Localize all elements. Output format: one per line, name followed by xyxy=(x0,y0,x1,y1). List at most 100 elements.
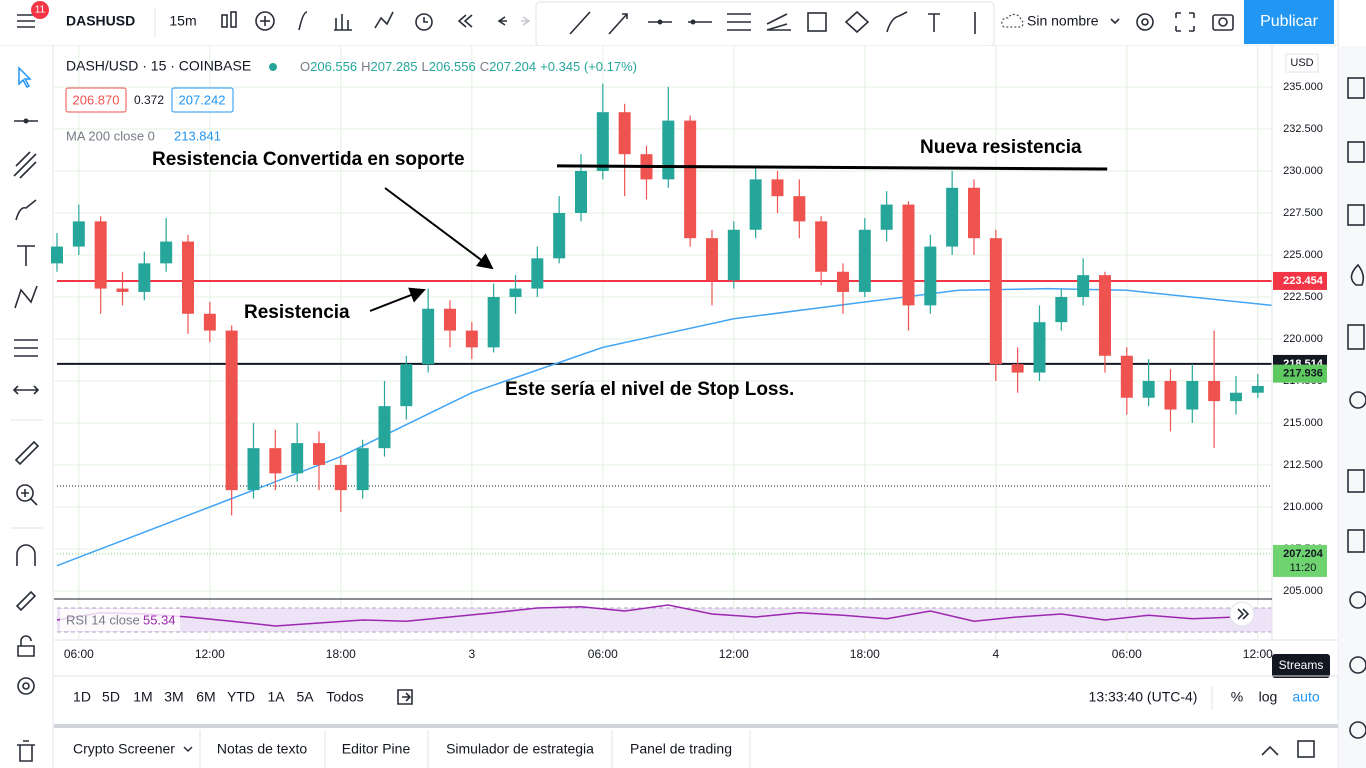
candle-body xyxy=(902,204,915,306)
footer-tab[interactable]: Crypto Screener xyxy=(73,741,175,757)
collapse-panel[interactable] xyxy=(1261,745,1279,756)
settings-fullscreen-snapshot[interactable] xyxy=(1136,12,1234,32)
y-tick-label: 230.000 xyxy=(1283,165,1323,177)
range-button[interactable]: 1M xyxy=(133,689,152,705)
candle-body xyxy=(443,308,456,331)
range-button[interactable]: 6M xyxy=(196,689,215,705)
ohlc-label: O xyxy=(300,59,310,74)
bid[interactable]: 206.870 xyxy=(73,92,120,107)
ohlc-label: H xyxy=(361,59,370,74)
range-button[interactable]: Todos xyxy=(326,689,363,705)
price-label: 217.936 xyxy=(1283,368,1323,380)
candle-body xyxy=(1033,322,1046,373)
y-tick-label: 225.000 xyxy=(1283,249,1323,261)
notification-badge xyxy=(31,1,49,19)
x-tick-label: 3 xyxy=(468,647,475,661)
candle-body xyxy=(924,246,937,306)
candle-body xyxy=(749,179,762,230)
scale-button[interactable]: log xyxy=(1259,689,1278,705)
y-tick-label: 220.000 xyxy=(1283,333,1323,345)
maximize-panel[interactable] xyxy=(1297,740,1315,758)
candle-body xyxy=(291,443,304,474)
range-button[interactable]: YTD xyxy=(227,689,255,705)
symbol[interactable]: DASHUSD xyxy=(66,13,135,29)
annotation-arrow xyxy=(369,287,426,312)
candle-body xyxy=(116,288,129,292)
publish-label[interactable]: Publicar xyxy=(1260,13,1318,30)
y-tick-label: 227.500 xyxy=(1283,207,1323,219)
tab-dropdown[interactable] xyxy=(183,746,193,753)
bid-box[interactable] xyxy=(65,87,127,113)
ohlc-label: C xyxy=(480,59,489,74)
rsi-line xyxy=(56,604,1237,627)
right-sidebar-icons[interactable] xyxy=(1347,77,1366,739)
ask-box[interactable] xyxy=(171,87,234,113)
goto-date[interactable] xyxy=(397,689,413,705)
ohlc-label: L xyxy=(422,59,429,74)
footer-tab[interactable]: Notas de texto xyxy=(217,741,307,757)
y-tick-label: 212.500 xyxy=(1283,459,1323,471)
price-label-box xyxy=(1273,364,1327,383)
publish-button[interactable] xyxy=(1244,0,1334,44)
footer-tab[interactable]: Simulador de estrategia xyxy=(446,741,594,757)
drawing-tools[interactable] xyxy=(569,10,976,35)
ohlc-value: 206.556 xyxy=(429,59,476,74)
annotation-arrow xyxy=(384,187,494,270)
candle-body xyxy=(1186,380,1199,410)
y-tick-label: 210.000 xyxy=(1283,501,1323,513)
price-label: 223.454 xyxy=(1283,275,1324,287)
candle-body xyxy=(225,330,238,491)
interval[interactable]: 15m xyxy=(169,13,196,29)
scale-button[interactable]: % xyxy=(1231,689,1243,705)
range-button[interactable]: 1D xyxy=(73,689,91,705)
left-tools[interactable] xyxy=(10,66,43,762)
candle-body xyxy=(422,308,435,365)
scale-button[interactable]: auto xyxy=(1292,689,1319,705)
y-tick-label: 232.500 xyxy=(1283,123,1323,135)
candle-body xyxy=(989,238,1002,365)
candle-body xyxy=(247,448,260,491)
ohlc-value: 206.556 xyxy=(310,59,357,74)
candle-body xyxy=(334,464,347,491)
candle-body xyxy=(487,296,500,348)
price-label-box xyxy=(1273,544,1327,577)
ohlc-change: +0.345 (+0.17%) xyxy=(540,59,637,74)
footer-tab[interactable]: Panel de trading xyxy=(630,741,732,757)
candle-body xyxy=(662,120,675,180)
ma-legend: MA 200 close 0 xyxy=(66,128,155,143)
candle-body xyxy=(1120,355,1133,398)
tooltip: Streams xyxy=(1279,658,1324,672)
x-tick-label: 12:00 xyxy=(1243,647,1273,661)
menu-button[interactable] xyxy=(17,14,35,28)
candle-body xyxy=(574,170,587,213)
toolbar-icons[interactable] xyxy=(221,11,531,31)
candle-body xyxy=(1098,275,1111,356)
x-tick-label: 06:00 xyxy=(64,647,94,661)
candle-body xyxy=(684,120,697,239)
candle-body xyxy=(138,263,151,292)
candle-body xyxy=(465,330,478,348)
layout-name[interactable]: Sin nombre xyxy=(1027,13,1099,29)
candle-body xyxy=(596,112,609,171)
price-axis-unit: USD xyxy=(1290,57,1313,69)
ask[interactable]: 207.242 xyxy=(179,92,226,107)
clock: 13:33:40 (UTC-4) xyxy=(1089,689,1198,705)
price-label-time: 11:20 xyxy=(1290,562,1317,574)
range-button[interactable]: 1A xyxy=(267,689,285,705)
range-button[interactable]: 3M xyxy=(164,689,183,705)
range-button[interactable]: 5A xyxy=(296,689,314,705)
candle-body xyxy=(400,364,413,407)
candle-body xyxy=(880,204,893,230)
scroll-icon[interactable] xyxy=(1237,608,1250,620)
ohlc-legend: O206.556 H207.285 L206.556 C207.204 +0.345 (… xyxy=(300,59,637,74)
range-buttons: 1D 5D 1M 3M 6M YTD 1A 5A Todos xyxy=(73,689,364,705)
candle-body xyxy=(51,246,63,264)
footer-tab[interactable]: Editor Pine xyxy=(342,741,411,757)
range-button[interactable]: 5D xyxy=(102,689,120,705)
candle-body xyxy=(793,196,806,222)
badge-count: 11 xyxy=(35,5,46,16)
layout-dropdown[interactable] xyxy=(1110,18,1120,25)
scale-buttons: % log auto xyxy=(1231,689,1320,705)
x-tick-label: 12:00 xyxy=(719,647,749,661)
